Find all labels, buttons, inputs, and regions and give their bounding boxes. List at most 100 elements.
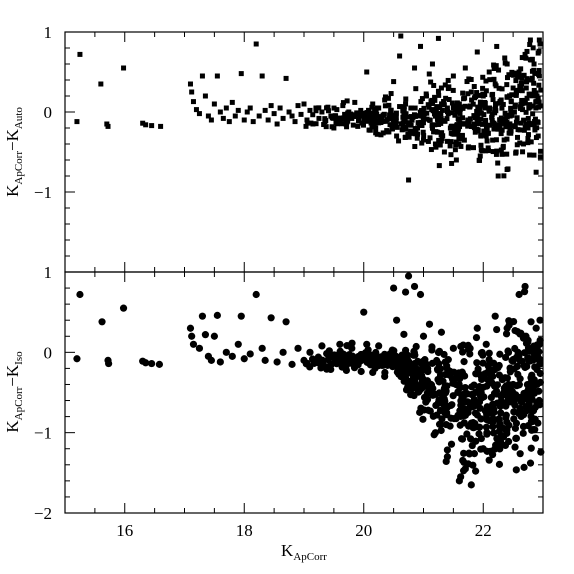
- data-point: [515, 134, 521, 140]
- data-point: [498, 131, 504, 137]
- data-point: [521, 363, 529, 372]
- data-point: [493, 101, 499, 107]
- data-point: [142, 359, 150, 367]
- data-point: [342, 358, 350, 366]
- data-point: [313, 105, 319, 111]
- data-point: [525, 140, 531, 146]
- data-point: [520, 149, 526, 155]
- data-point: [508, 105, 514, 111]
- data-point: [292, 119, 298, 125]
- data-point: [333, 120, 339, 126]
- data-point: [460, 358, 468, 366]
- data-point: [250, 119, 256, 125]
- data-point: [252, 290, 260, 299]
- data-point: [373, 108, 379, 114]
- data-point: [457, 342, 465, 351]
- data-point: [425, 102, 431, 108]
- data-point: [495, 173, 501, 179]
- data-point: [384, 128, 390, 134]
- data-point: [474, 90, 480, 96]
- data-point: [493, 325, 501, 334]
- data-point: [533, 105, 539, 111]
- bottom-ylabel-right-base: K: [3, 364, 22, 377]
- data-point: [316, 115, 322, 121]
- data-point: [478, 133, 484, 139]
- data-point: [527, 102, 533, 108]
- data-point: [483, 430, 491, 438]
- data-point: [490, 97, 496, 103]
- data-point: [429, 61, 435, 67]
- data-point: [527, 152, 533, 158]
- data-point: [355, 123, 361, 129]
- data-point: [447, 143, 453, 149]
- data-point: [371, 122, 377, 128]
- data-point: [458, 143, 464, 149]
- data-point: [402, 386, 411, 394]
- top-ylabel-left-sub: ApCorr: [13, 151, 25, 185]
- data-point: [186, 324, 195, 332]
- data-point: [435, 88, 441, 94]
- data-point: [427, 117, 433, 123]
- data-point: [216, 358, 224, 366]
- data-point: [477, 103, 483, 109]
- data-point: [316, 356, 324, 364]
- data-point: [396, 138, 402, 144]
- data-point: [410, 282, 419, 291]
- data-point: [352, 113, 358, 119]
- data-point: [479, 383, 487, 391]
- data-point: [329, 115, 335, 121]
- data-point: [409, 114, 415, 120]
- data-point: [210, 332, 218, 340]
- data-point: [516, 330, 524, 338]
- data-point: [464, 79, 470, 85]
- data-point: [403, 101, 409, 107]
- data-point: [455, 122, 461, 128]
- data-point: [411, 351, 419, 359]
- data-point: [529, 389, 537, 397]
- data-point: [222, 348, 230, 356]
- data-point: [470, 101, 476, 107]
- data-point: [500, 145, 506, 151]
- data-point: [428, 147, 434, 153]
- data-point: [365, 116, 371, 122]
- data-point: [499, 151, 505, 157]
- data-point: [193, 107, 199, 113]
- data-point: [484, 138, 490, 144]
- data-point: [338, 121, 344, 127]
- x-tick-label: 18: [236, 521, 253, 540]
- data-point: [475, 111, 481, 117]
- data-point: [468, 76, 474, 82]
- data-point: [455, 103, 461, 109]
- data-point: [428, 99, 434, 105]
- data-point: [483, 78, 489, 84]
- data-point: [513, 119, 519, 125]
- data-point: [397, 53, 403, 59]
- data-point: [469, 461, 477, 469]
- top-panel-y-tick-labels: 1 0 −1: [34, 23, 52, 202]
- data-point: [483, 148, 489, 154]
- data-point: [525, 124, 531, 130]
- data-point: [505, 166, 511, 172]
- data-point: [523, 85, 529, 91]
- data-point: [497, 439, 505, 447]
- data-point: [482, 340, 490, 348]
- data-point: [502, 60, 508, 66]
- data-point: [334, 107, 340, 113]
- data-point: [457, 473, 465, 481]
- data-point: [469, 124, 475, 130]
- data-point: [527, 318, 535, 326]
- data-point: [531, 434, 540, 442]
- data-point: [490, 149, 496, 155]
- data-point: [223, 105, 229, 111]
- data-point: [456, 116, 462, 122]
- data-point: [412, 126, 418, 132]
- data-point: [367, 127, 373, 133]
- data-point: [445, 77, 451, 83]
- data-point: [316, 105, 322, 111]
- data-point: [457, 110, 463, 116]
- data-point: [387, 351, 395, 359]
- data-point: [436, 92, 442, 98]
- data-point: [465, 450, 474, 458]
- data-point: [448, 110, 454, 116]
- data-point: [256, 113, 262, 119]
